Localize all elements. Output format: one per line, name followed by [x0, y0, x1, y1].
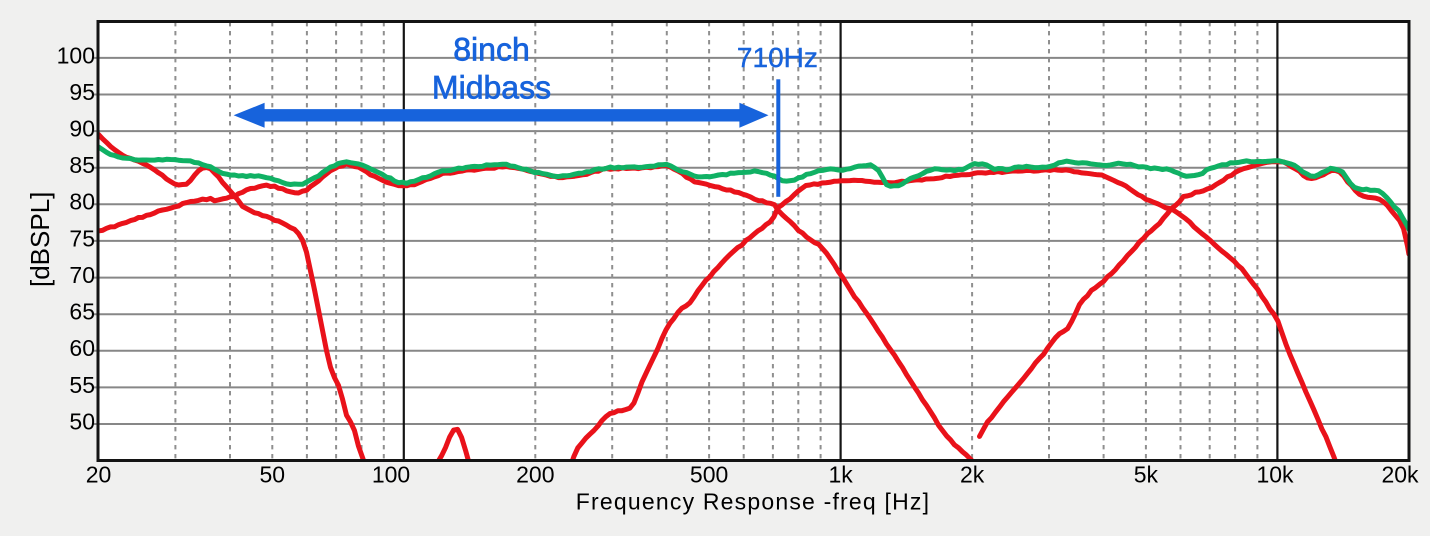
svg-text:100: 100: [57, 42, 95, 68]
svg-text:5k: 5k: [1134, 462, 1159, 488]
svg-text:200: 200: [516, 462, 554, 488]
svg-text:80: 80: [69, 189, 95, 215]
svg-text:50: 50: [260, 462, 286, 488]
svg-text:10k: 10k: [1256, 462, 1294, 488]
svg-text:8inch: 8inch: [453, 32, 530, 68]
svg-text:90: 90: [69, 116, 95, 142]
svg-text:500: 500: [690, 462, 728, 488]
svg-text:20k: 20k: [1381, 462, 1419, 488]
svg-text:60: 60: [69, 335, 95, 361]
svg-text:100: 100: [372, 462, 410, 488]
svg-text:75: 75: [69, 225, 95, 251]
svg-text:70: 70: [69, 262, 95, 288]
svg-text:95: 95: [69, 79, 95, 105]
svg-text:50: 50: [69, 408, 95, 434]
svg-text:Frequency Response -freq [Hz]: Frequency Response -freq [Hz]: [576, 488, 930, 514]
svg-text:65: 65: [69, 299, 95, 325]
svg-text:1k: 1k: [828, 462, 853, 488]
svg-text:710Hz: 710Hz: [737, 42, 818, 73]
svg-text:[dBSPL]: [dBSPL]: [25, 192, 55, 287]
svg-text:85: 85: [69, 152, 95, 178]
svg-text:Midbass: Midbass: [432, 69, 551, 105]
svg-text:20: 20: [86, 462, 112, 488]
svg-text:2k: 2k: [960, 462, 985, 488]
svg-text:55: 55: [69, 372, 95, 398]
